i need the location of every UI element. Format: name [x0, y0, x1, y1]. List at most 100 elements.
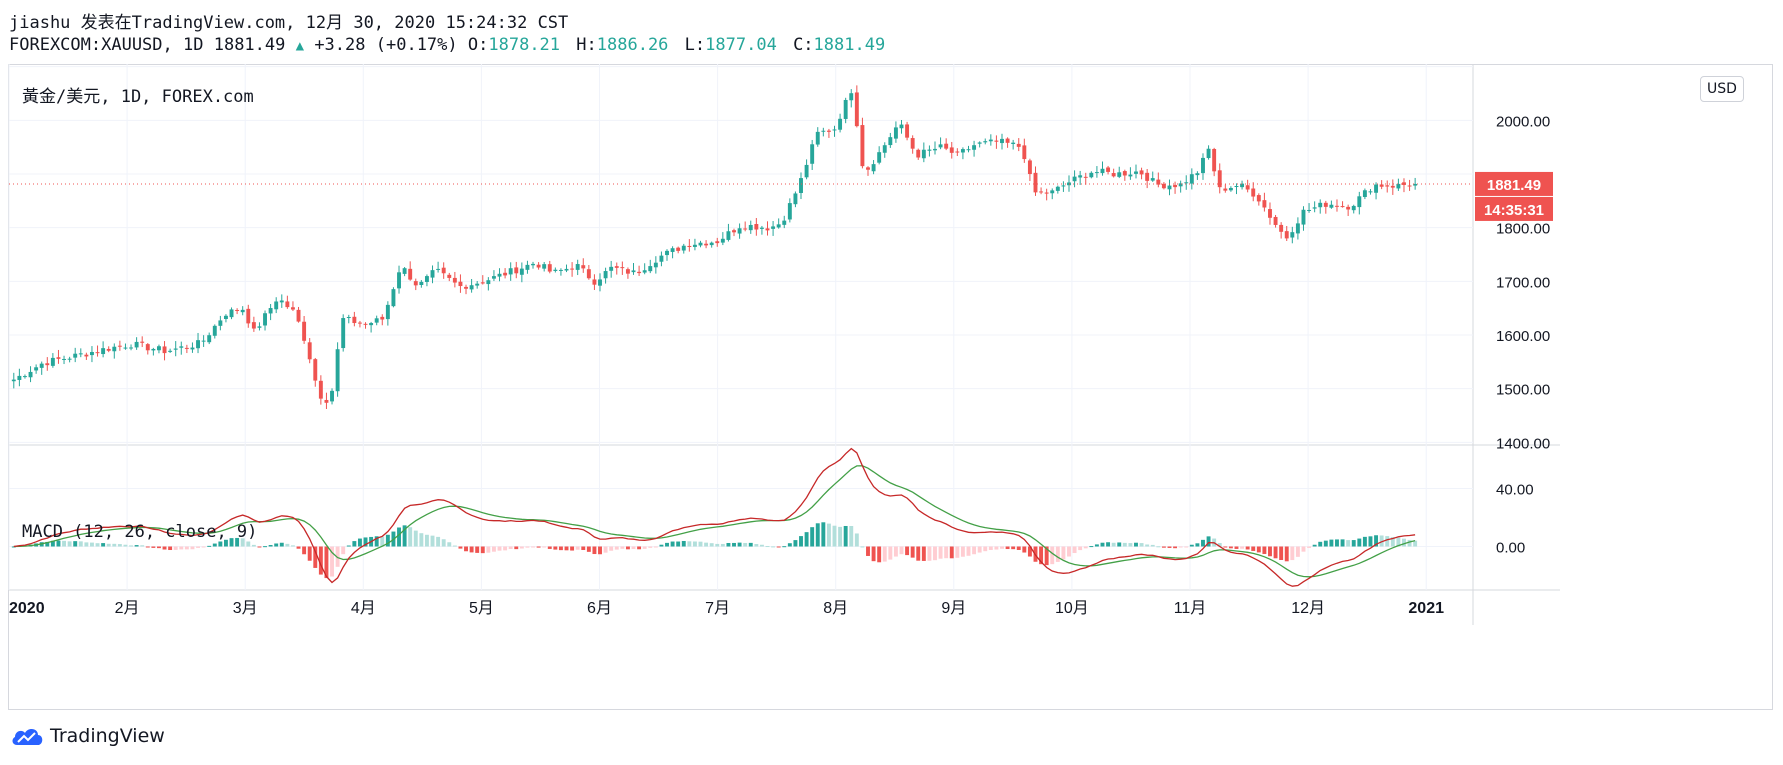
- macd-histogram-bar: [134, 545, 139, 547]
- candle-body: [1139, 170, 1144, 175]
- candle-body: [637, 271, 642, 274]
- candle-body: [419, 281, 424, 285]
- candle-body: [1167, 185, 1172, 190]
- candle-body: [1033, 172, 1038, 193]
- macd-histogram-bar: [1022, 546, 1027, 553]
- macd-histogram-bar: [681, 540, 686, 547]
- macd-histogram-bar: [1094, 544, 1099, 547]
- candle-body: [1050, 190, 1055, 194]
- macd-histogram-bar: [854, 533, 859, 547]
- candle-body: [73, 353, 78, 358]
- macd-histogram-bar: [1312, 544, 1317, 547]
- candle-body: [620, 267, 625, 269]
- candle-body: [882, 145, 887, 153]
- macd-histogram-bar: [1335, 539, 1339, 547]
- candle-body: [519, 268, 524, 275]
- macd-histogram-bar: [50, 540, 55, 547]
- candle-body: [759, 227, 764, 229]
- candle-body: [1390, 185, 1395, 188]
- high-value: 1886.26: [596, 35, 669, 55]
- candle-body: [363, 323, 368, 325]
- time-tick-label: 4月: [351, 600, 376, 617]
- candle-body: [464, 286, 468, 289]
- time-tick-label: 2021: [1408, 600, 1444, 617]
- open-value: 1878.21: [488, 35, 561, 55]
- macd-histogram-bar: [972, 546, 977, 555]
- macd-histogram-bar: [983, 546, 988, 552]
- macd-histogram-bar: [1245, 546, 1250, 550]
- candle-body: [1156, 179, 1161, 185]
- candle-body: [1256, 195, 1261, 202]
- candle-body: [436, 268, 441, 270]
- macd-histogram-bar: [486, 546, 491, 553]
- candle-body: [1161, 183, 1166, 189]
- candle-body: [692, 244, 697, 247]
- candle-body: [341, 318, 346, 349]
- candle-body: [1301, 209, 1306, 225]
- candle-body: [106, 348, 111, 351]
- macd-histogram-bar: [1301, 546, 1306, 552]
- macd-histogram-bar: [240, 538, 245, 547]
- candle-body: [469, 285, 474, 290]
- candle-body: [441, 267, 446, 274]
- candle-body: [653, 262, 658, 268]
- macd-histogram-bar: [1039, 546, 1044, 565]
- candle-body: [1201, 157, 1205, 174]
- candle-body: [296, 309, 301, 322]
- candle-body: [1268, 209, 1272, 218]
- currency-button[interactable]: USD: [1700, 76, 1744, 102]
- ohlc-legend: FOREXCOM:XAUUSD, 1D 1881.49 ▲ +3.28 (+0.…: [9, 35, 891, 55]
- macd-histogram-bar: [436, 536, 441, 547]
- tradingview-logo[interactable]: TradingView: [10, 725, 165, 747]
- macd-histogram-bar: [430, 535, 435, 547]
- macd-histogram-bar: [357, 538, 362, 547]
- macd-histogram-bar: [1279, 546, 1284, 560]
- candle-body: [1122, 171, 1127, 176]
- macd-histogram-bar: [955, 546, 960, 558]
- macd-histogram-bar: [944, 546, 949, 559]
- candle-body: [307, 342, 312, 360]
- close-value: 1881.49: [813, 35, 886, 55]
- macd-histogram-bar: [849, 525, 854, 547]
- macd-histogram-bar: [586, 546, 591, 552]
- macd-histogram-bar: [1044, 546, 1049, 566]
- candle-body: [207, 335, 212, 343]
- macd-histogram-bar: [285, 543, 290, 547]
- candle-body: [625, 269, 630, 274]
- candle-body: [860, 125, 865, 167]
- macd-histogram-bar: [45, 541, 50, 547]
- macd-histogram-bar: [1390, 537, 1395, 547]
- candle-body: [1206, 148, 1211, 159]
- candle-body: [631, 270, 636, 273]
- candle-body: [1145, 172, 1150, 181]
- macd-histogram-bar: [1011, 546, 1016, 550]
- macd-histogram-bar: [318, 546, 323, 575]
- candle-body: [1044, 192, 1049, 194]
- candle-body: [1128, 174, 1133, 177]
- macd-histogram-bar: [676, 541, 681, 547]
- candle-body: [391, 289, 396, 307]
- candle-body: [413, 281, 418, 286]
- macd-histogram-bar: [1072, 546, 1077, 554]
- macd-histogram-bar: [988, 546, 993, 550]
- candle-body: [173, 348, 178, 350]
- candle-body: [1011, 142, 1016, 145]
- candle-body: [1379, 184, 1384, 187]
- publish-line: jiashu 发表在TradingView.com, 12月 30, 2020 …: [9, 13, 569, 33]
- time-tick-label: 9月: [941, 600, 966, 617]
- macd-histogram-bar: [838, 526, 843, 547]
- macd-histogram-bar: [1134, 542, 1138, 547]
- macd-histogram-bar: [190, 546, 195, 550]
- macd-histogram-bar: [1340, 539, 1345, 547]
- macd-histogram-bar: [218, 541, 223, 547]
- candle-body: [1005, 138, 1010, 143]
- candle-body: [508, 268, 513, 275]
- price-tick-label: 1800.00: [1496, 221, 1550, 238]
- macd-histogram-bar: [860, 546, 865, 548]
- macd-histogram-bar: [480, 546, 485, 554]
- candle-body: [514, 267, 519, 274]
- candle-body: [570, 268, 575, 270]
- macd-histogram-bar: [145, 546, 150, 548]
- macd-histogram-bar: [324, 546, 329, 579]
